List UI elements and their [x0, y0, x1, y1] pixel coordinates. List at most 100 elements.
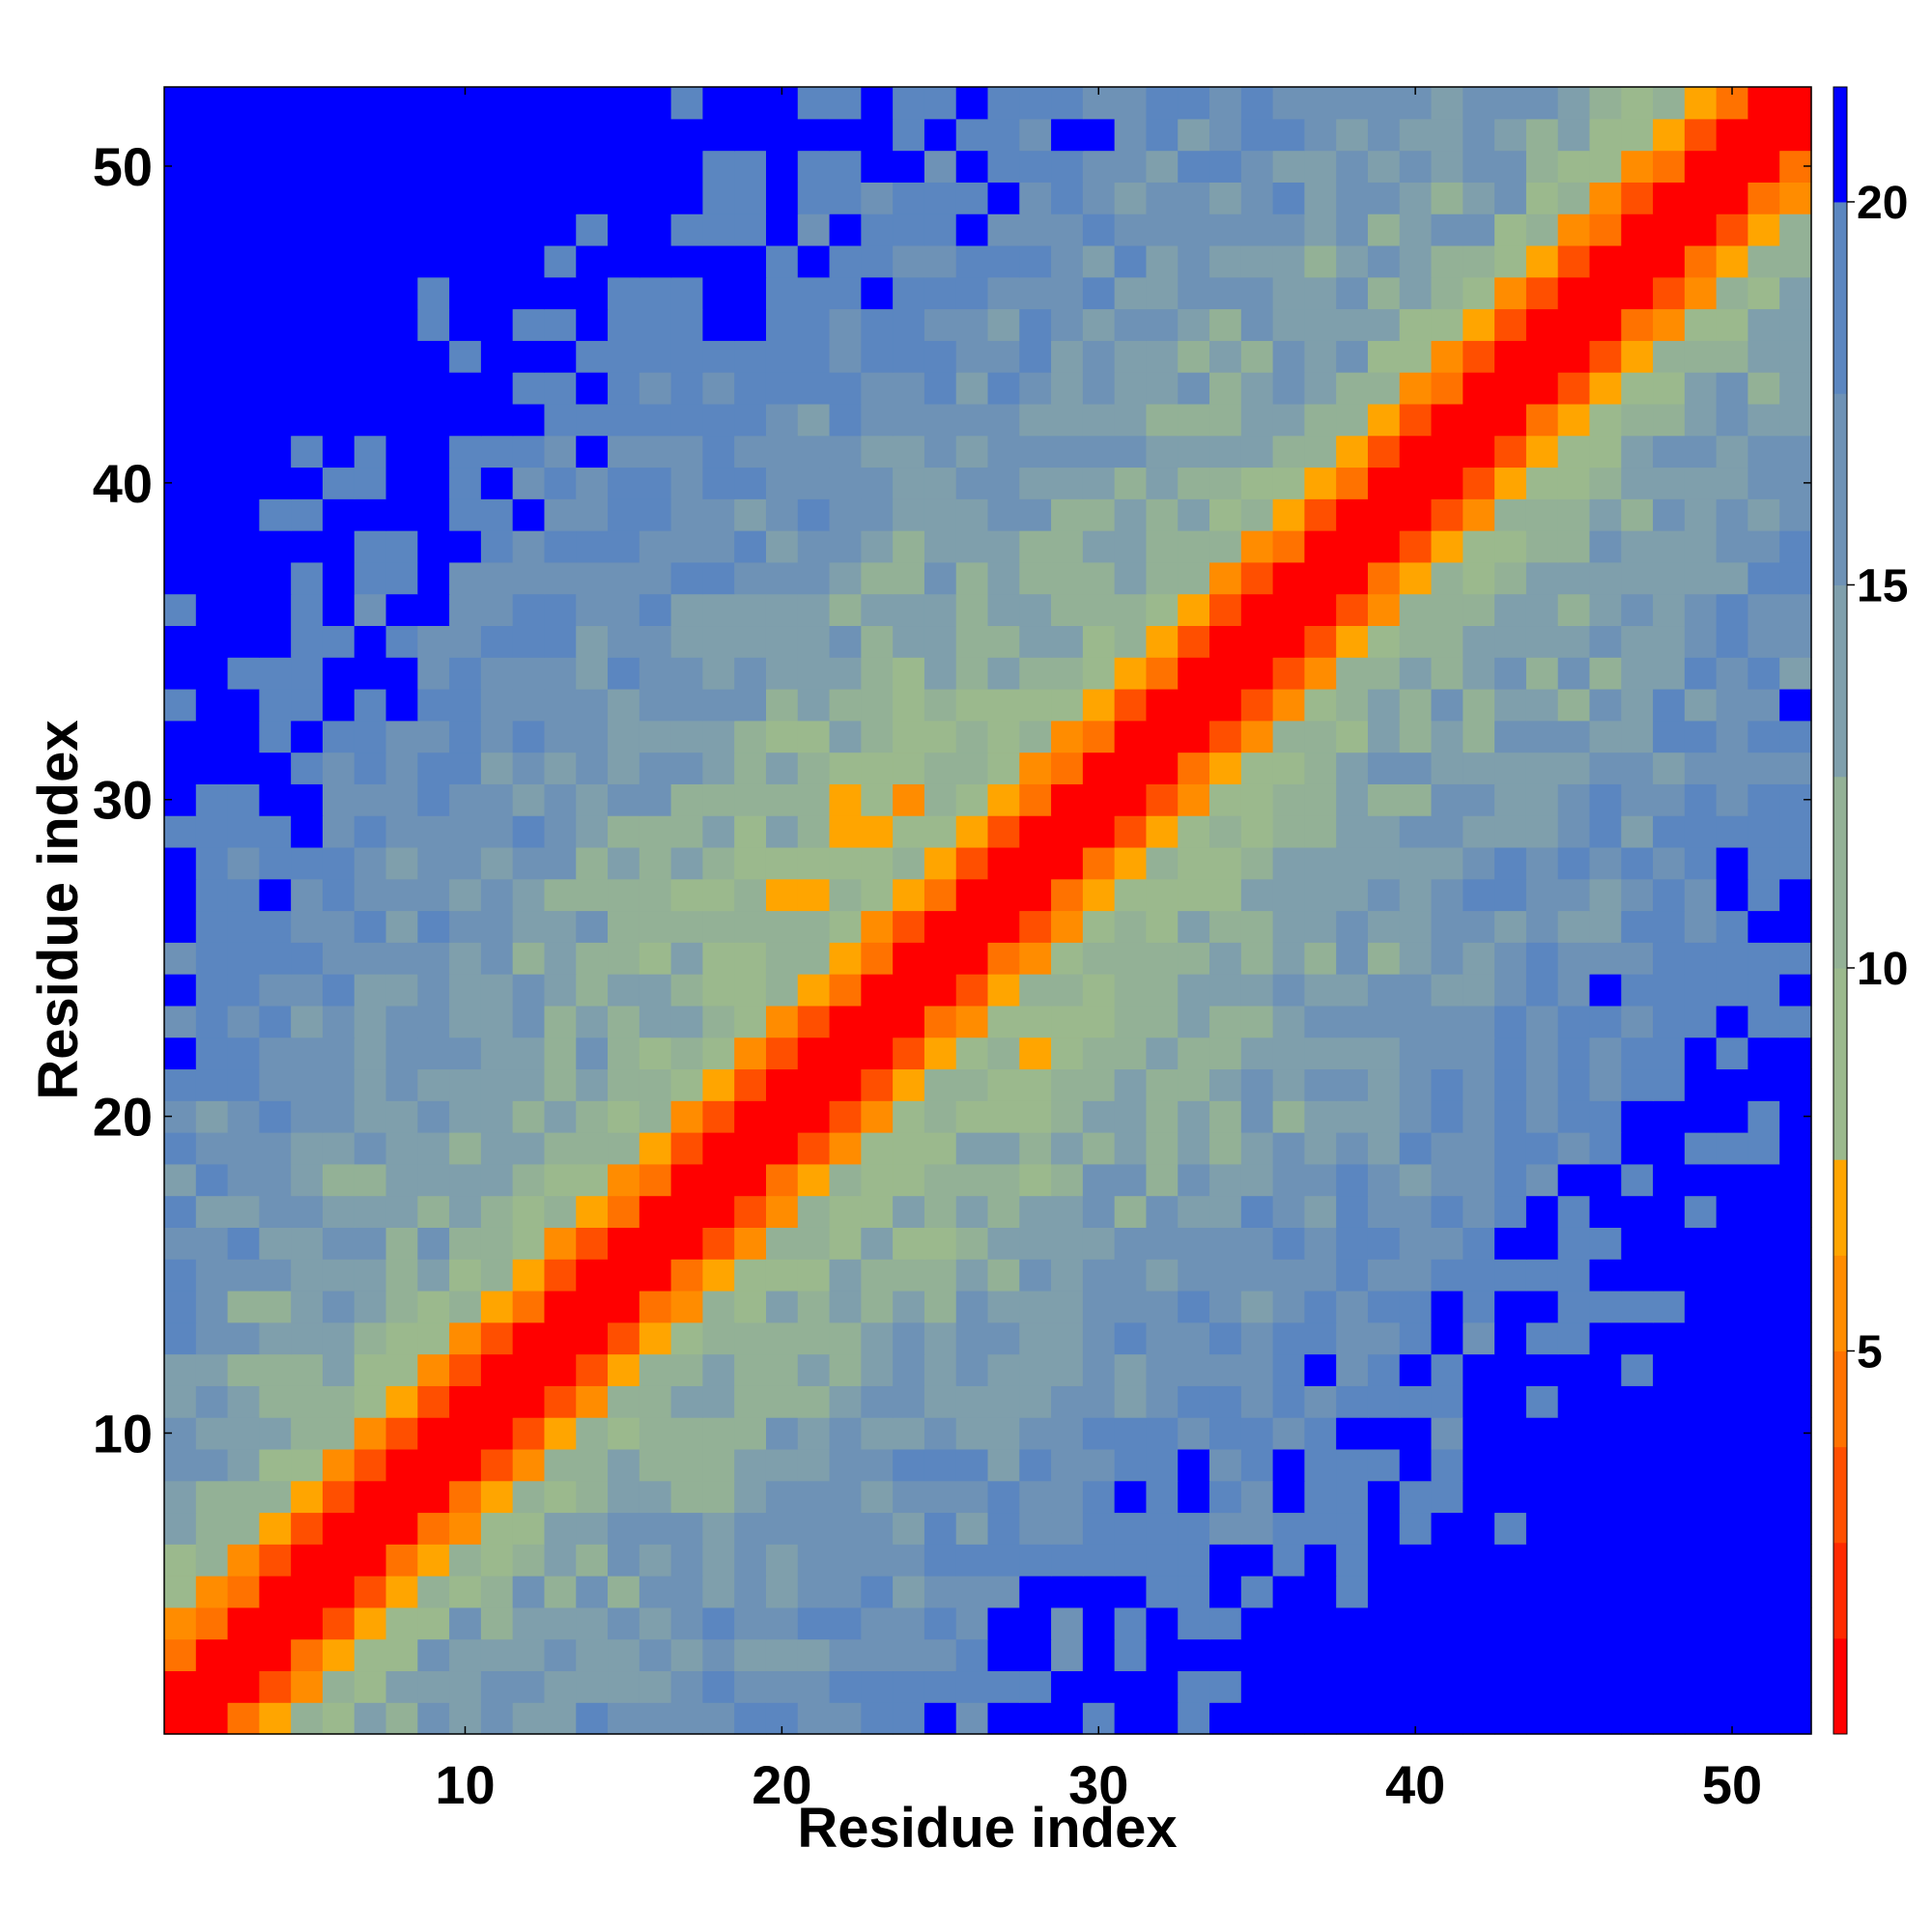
- heatmap-cell: [987, 1544, 1020, 1577]
- heatmap-cell: [1653, 276, 1686, 310]
- heatmap-cell: [1304, 1005, 1337, 1038]
- heatmap-cell: [1082, 561, 1116, 595]
- heatmap-cell: [829, 435, 862, 469]
- heatmap-cell: [1240, 1037, 1274, 1070]
- heatmap-cell: [354, 815, 387, 848]
- heatmap-cell: [576, 213, 609, 246]
- heatmap-cell: [259, 1480, 292, 1514]
- heatmap-cell: [512, 1606, 546, 1640]
- heatmap-cell: [639, 467, 672, 499]
- heatmap-cell: [893, 1606, 925, 1640]
- heatmap-cell: [576, 530, 609, 563]
- heatmap-cell: [1019, 657, 1052, 690]
- heatmap-cell: [1684, 688, 1718, 722]
- heatmap-cell: [797, 1163, 831, 1197]
- heatmap-cell: [1146, 625, 1179, 658]
- heatmap-cell: [1304, 213, 1337, 246]
- heatmap-cell: [1747, 118, 1780, 152]
- heatmap-cell: [797, 1512, 831, 1545]
- heatmap-cell: [1240, 308, 1274, 341]
- heatmap-cell: [512, 1544, 546, 1577]
- heatmap-cell: [797, 1448, 831, 1482]
- heatmap-cell: [1336, 1163, 1369, 1197]
- heatmap-cell: [923, 878, 957, 912]
- heatmap-cell: [227, 340, 260, 373]
- heatmap-cell: [608, 276, 640, 310]
- heatmap-cell: [1336, 1005, 1369, 1038]
- heatmap-cell: [1431, 276, 1463, 310]
- heatmap-cell: [1114, 910, 1148, 943]
- heatmap-cell: [861, 403, 894, 437]
- heatmap-cell: [1367, 1670, 1401, 1703]
- heatmap-cell: [1589, 561, 1622, 595]
- heatmap-cell: [1463, 182, 1495, 214]
- heatmap-cell: [955, 403, 989, 437]
- heatmap-cell: [987, 1353, 1020, 1386]
- heatmap-cell: [576, 435, 609, 469]
- heatmap-cell: [1146, 340, 1179, 373]
- heatmap-cell: [987, 1037, 1020, 1070]
- heatmap-cell: [354, 276, 387, 310]
- heatmap-cell: [1082, 688, 1116, 722]
- heatmap-cell: [259, 593, 292, 627]
- heatmap-cell: [1431, 1321, 1463, 1355]
- heatmap-cell: [1684, 1576, 1718, 1608]
- heatmap-cell: [1431, 942, 1463, 975]
- heatmap-cell: [987, 1068, 1020, 1101]
- heatmap-cell: [1557, 276, 1591, 310]
- heatmap-cell: [923, 1448, 957, 1482]
- heatmap-cell: [670, 974, 704, 1007]
- heatmap-cell: [1178, 1512, 1210, 1545]
- heatmap-cell: [1019, 1195, 1052, 1228]
- heatmap-cell: [1747, 1037, 1780, 1070]
- heatmap-cell: [576, 182, 609, 214]
- heatmap-cell: [1653, 1702, 1686, 1735]
- heatmap-cell: [1589, 1227, 1622, 1260]
- heatmap-cell: [608, 1195, 640, 1228]
- heatmap-cell: [1621, 1480, 1654, 1514]
- heatmap-cell: [1019, 1068, 1052, 1101]
- heatmap-cell: [1494, 1037, 1527, 1070]
- heatmap-cell: [829, 720, 862, 753]
- heatmap-cell: [639, 1037, 672, 1070]
- heatmap-cell: [670, 1321, 704, 1355]
- heatmap-cell: [164, 1227, 197, 1260]
- heatmap-cell: [702, 1005, 735, 1038]
- heatmap-cell: [291, 213, 324, 246]
- heatmap-cell: [923, 1163, 957, 1197]
- heatmap-cell: [1178, 878, 1210, 912]
- heatmap-cell: [195, 435, 229, 469]
- heatmap-cell: [987, 593, 1020, 627]
- heatmap-cell: [1525, 150, 1559, 183]
- heatmap-cell: [1684, 467, 1718, 499]
- heatmap-cell: [195, 182, 229, 214]
- heatmap-cell: [608, 1100, 640, 1133]
- heatmap-cell: [702, 435, 735, 469]
- heatmap-cell: [1019, 213, 1052, 246]
- heatmap-cell: [544, 467, 577, 499]
- heatmap-cell: [1525, 340, 1559, 373]
- heatmap-cell: [1684, 1606, 1718, 1640]
- heatmap-cell: [1051, 1353, 1084, 1386]
- heatmap-cell: [923, 1606, 957, 1640]
- heatmap-cell: [227, 1576, 260, 1608]
- heatmap-cell: [608, 1702, 640, 1735]
- heatmap-cell: [608, 1259, 640, 1292]
- heatmap-cell: [1589, 435, 1622, 469]
- heatmap-cell: [1114, 1480, 1148, 1514]
- heatmap-cell: [1463, 530, 1495, 563]
- heatmap-cell: [639, 752, 672, 784]
- heatmap-cell: [1114, 1576, 1148, 1608]
- heatmap-cell: [797, 1385, 831, 1418]
- heatmap-cell: [576, 308, 609, 341]
- heatmap-cell: [765, 1005, 799, 1038]
- heatmap-cell: [1399, 1353, 1433, 1386]
- heatmap-cell: [1146, 910, 1179, 943]
- heatmap-cell: [1494, 1132, 1527, 1165]
- heatmap-cell: [1114, 783, 1148, 816]
- heatmap-cell: [1716, 1005, 1749, 1038]
- heatmap-cell: [1557, 688, 1591, 722]
- heatmap-cell: [480, 1385, 514, 1418]
- heatmap-cell: [1178, 308, 1210, 341]
